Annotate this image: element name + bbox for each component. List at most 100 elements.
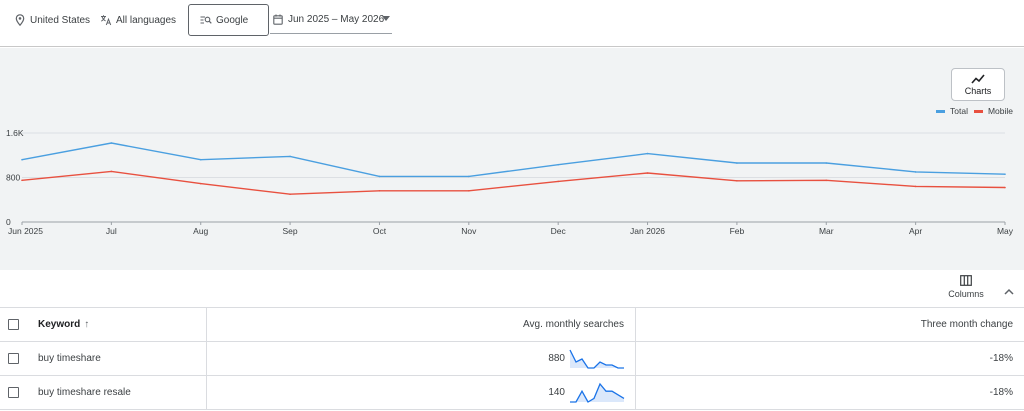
trending-icon — [971, 73, 985, 84]
data-point-mobile — [378, 190, 381, 192]
column-divider — [206, 376, 207, 410]
keyword-cell: buy timeshare resale — [38, 387, 131, 398]
data-point-total — [110, 142, 113, 144]
trend-sparkline — [569, 349, 624, 369]
column-divider — [635, 376, 636, 410]
avg-searches-cell: 140 — [548, 387, 565, 398]
column-divider — [635, 308, 636, 342]
location-pin-icon — [14, 14, 26, 26]
data-point-mobile — [1004, 186, 1006, 189]
data-point-mobile — [199, 182, 202, 185]
keyword-cell: buy timeshare — [38, 353, 101, 364]
data-point-total — [825, 162, 828, 164]
avg-searches-column-header[interactable]: Avg. monthly searches — [523, 319, 624, 330]
three-month-change-column-header[interactable]: Three month change — [920, 319, 1013, 330]
column-divider — [206, 308, 207, 342]
table-header-row: Keyword ↑ Avg. monthly searches Three mon… — [0, 308, 1024, 342]
language-label: All languages — [116, 14, 177, 26]
data-point-mobile — [825, 179, 828, 182]
chart-legend: Total Mobile — [936, 106, 1019, 116]
legend-label-total: Total — [950, 106, 968, 116]
translate-icon — [100, 14, 112, 26]
chart-panel: 0 800 1.6K Jun 2025 Jul Aug Sep Oct Nov Dec Jan 20… — [0, 48, 1024, 270]
filter-bar: United States All languages Google Jun 2… — [0, 0, 1024, 47]
data-point-mobile — [21, 179, 23, 182]
three-month-change-cell: -18% — [989, 353, 1013, 364]
language-filter[interactable]: All languages — [100, 0, 176, 40]
column-divider — [206, 342, 207, 376]
legend-label-mobile: Mobile — [987, 106, 1014, 116]
x-tick-label: Sep — [283, 226, 298, 236]
series-line-mobile — [21, 170, 1006, 195]
data-point-total — [21, 158, 23, 161]
data-point-mobile — [914, 185, 917, 188]
legend-swatch-total — [936, 109, 945, 113]
table-toolbar: Columns — [0, 270, 1024, 308]
collapse-chevron-up-icon[interactable] — [1004, 282, 1014, 300]
y-tick-label: 800 — [6, 173, 20, 183]
x-tick-label: Jun 2025 — [8, 226, 43, 236]
x-tick-label: Nov — [461, 226, 477, 236]
select-all-checkbox[interactable] — [8, 319, 19, 330]
y-tick-label: 0 — [6, 217, 11, 227]
sparkline-line — [570, 382, 625, 403]
data-point-mobile — [110, 170, 113, 173]
sparkline-fill — [570, 350, 624, 368]
data-point-mobile — [646, 172, 649, 174]
x-tick-label: Aug — [193, 226, 208, 236]
columns-icon — [960, 275, 972, 286]
data-point-total — [1004, 173, 1006, 175]
three-month-change-cell: -18% — [989, 387, 1013, 398]
charts-button-label: Charts — [964, 85, 992, 96]
data-point-total — [289, 155, 291, 158]
keyword-column-header[interactable]: Keyword ↑ — [38, 319, 89, 330]
sparkline-line — [569, 349, 624, 369]
x-tick-label: Jul — [106, 226, 117, 236]
data-point-total — [736, 162, 738, 164]
table-row[interactable]: buy timeshare resale 140 -18% — [0, 376, 1024, 410]
data-point-total — [914, 171, 917, 173]
data-point-mobile — [736, 180, 738, 182]
search-network-icon — [200, 14, 212, 26]
location-filter[interactable]: United States — [14, 0, 90, 40]
data-point-total — [199, 158, 202, 161]
x-tick-label: May — [997, 226, 1014, 236]
search-network-filter[interactable]: Google — [188, 4, 269, 36]
row-checkbox[interactable] — [8, 353, 19, 364]
columns-button[interactable]: Columns — [944, 275, 988, 299]
series-line-total — [21, 142, 1006, 178]
searches-line-chart: 0 800 1.6K Jun 2025 Jul Aug Sep Oct Nov Dec Jan 20… — [6, 128, 1014, 236]
column-divider — [635, 342, 636, 376]
date-range-label: Jun 2025 – May 2026 — [288, 14, 385, 25]
columns-button-label: Columns — [948, 289, 984, 299]
x-tick-label: Mar — [819, 226, 834, 236]
date-range-select[interactable]: Jun 2025 – May 2026 — [270, 6, 392, 34]
data-point-mobile — [289, 193, 291, 195]
x-tick-label: Dec — [551, 226, 567, 236]
legend-item-mobile: Mobile — [973, 106, 1014, 116]
sort-arrow-up-icon: ↑ — [84, 319, 90, 330]
legend-item-total: Total — [936, 106, 968, 116]
charts-button[interactable]: Charts — [951, 68, 1005, 101]
table-row[interactable]: buy timeshare 880 -18% — [0, 342, 1024, 376]
location-label: United States — [30, 14, 91, 26]
data-point-total — [646, 152, 649, 155]
x-tick-label: Apr — [909, 226, 922, 236]
y-tick-label: 1.6K — [6, 128, 24, 138]
avg-searches-cell: 880 — [548, 353, 565, 364]
data-point-mobile — [468, 190, 470, 192]
data-point-total — [557, 163, 559, 166]
legend-swatch-mobile — [973, 109, 983, 113]
trend-sparkline — [570, 382, 625, 403]
data-point-total — [468, 175, 470, 178]
chevron-down-icon — [382, 16, 390, 21]
keyword-header-label: Keyword — [38, 319, 81, 330]
keyword-table: Keyword ↑ Avg. monthly searches Three mon… — [0, 308, 1024, 410]
x-tick-label: Oct — [373, 226, 387, 236]
data-point-total — [378, 175, 381, 178]
data-point-mobile — [557, 180, 559, 183]
row-checkbox[interactable] — [8, 387, 19, 398]
network-label: Google — [216, 14, 249, 26]
x-tick-label: Jan 2026 — [630, 226, 665, 236]
sparkline-fill — [570, 384, 624, 402]
